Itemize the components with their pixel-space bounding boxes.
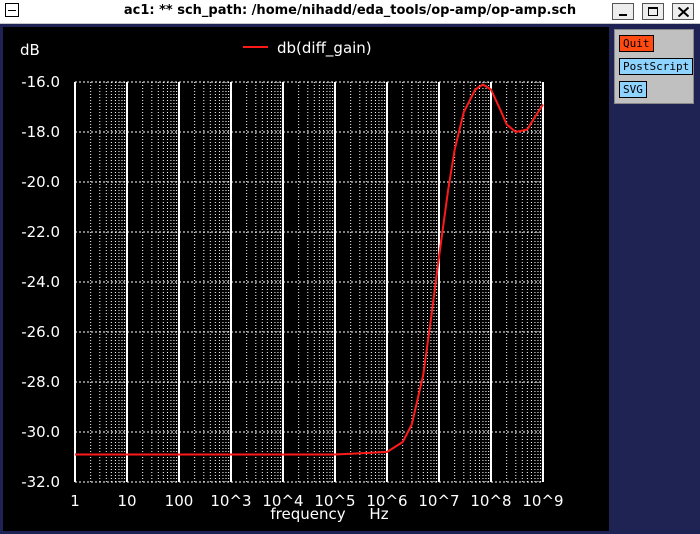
x-tick-label: 100 (165, 492, 194, 510)
x-tick-label: 10^7 (418, 492, 459, 510)
legend-label: db(diff_gain) (277, 39, 372, 58)
x-tick-label: 10^5 (314, 492, 355, 510)
y-tick-label: -22.0 (21, 223, 60, 241)
series-line-db-diff-gain (75, 83, 544, 456)
close-icon (678, 7, 689, 17)
quit-button[interactable]: Quit (619, 35, 654, 52)
y-tick-label: -18.0 (21, 123, 60, 141)
app-area: 1 10 100 10^3 10^4 10^5 10^6 10^7 10^8 10^9 -16.0 -… (0, 24, 700, 534)
y-tick-label: -26.0 (21, 323, 60, 341)
minimize-button[interactable] (612, 3, 634, 20)
y-tick-label: -24.0 (21, 273, 60, 291)
maximize-button[interactable] (642, 3, 664, 20)
x-tick-label: 10^6 (366, 492, 407, 510)
y-tick-label: -20.0 (21, 173, 60, 191)
window-menu-icon[interactable] (5, 3, 19, 17)
postscript-button[interactable]: PostScript (619, 58, 694, 75)
y-tick-label: -28.0 (21, 373, 60, 391)
chart: 1 10 100 10^3 10^4 10^5 10^6 10^7 10^8 10^9 -16.0 -… (20, 39, 564, 523)
button-panel: Quit PostScript SVG (614, 29, 694, 104)
y-axis-label: dB (20, 41, 40, 59)
y-tick-label: -32.0 (21, 473, 60, 491)
close-button[interactable] (672, 3, 694, 20)
window-title: ac1: ** sch_path: /home/nihadd/eda_tools… (123, 3, 577, 18)
x-axis-unit: Hz (369, 505, 388, 523)
y-tick-label: -30.0 (21, 423, 60, 441)
x-tick-label: 10^3 (210, 492, 251, 510)
x-tick-label: 1 (70, 492, 80, 510)
svg-button[interactable]: SVG (619, 81, 647, 98)
x-tick-label: 10^9 (522, 492, 563, 510)
x-axis-label: frequency (270, 505, 345, 523)
title-bar: ac1: ** sch_path: /home/nihadd/eda_tools… (0, 0, 700, 24)
x-tick-label: 10 (117, 492, 136, 510)
x-tick-label: 10^8 (470, 492, 511, 510)
y-tick-label: -16.0 (21, 73, 60, 91)
x-tick-label: 10^4 (262, 492, 303, 510)
plot-panel: 1 10 100 10^3 10^4 10^5 10^6 10^7 10^8 10^9 -16.0 -… (3, 27, 609, 531)
